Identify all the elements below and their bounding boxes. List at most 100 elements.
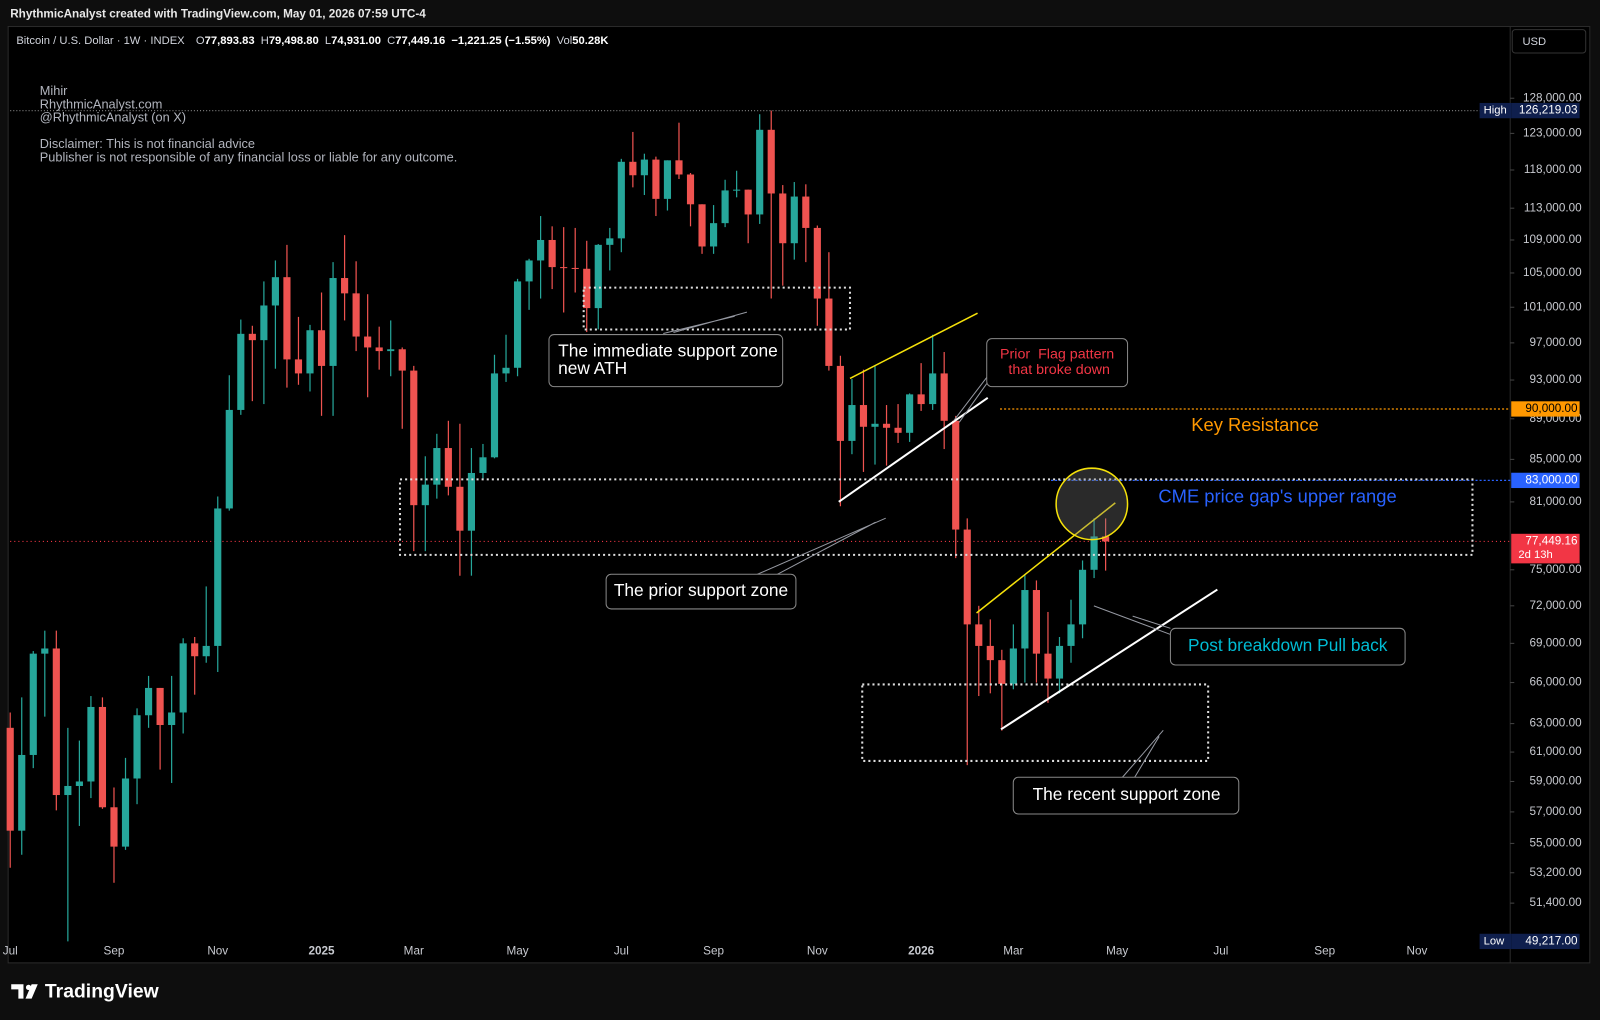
annotation-label: CME price gap's upper range (1158, 486, 1396, 507)
price-label: 90,000.00 (1525, 402, 1578, 415)
candle-body (698, 204, 706, 247)
x-tick-label: Jul (3, 945, 18, 958)
currency-button[interactable] (1511, 29, 1587, 54)
candle-body (64, 785, 72, 796)
candle-body (548, 239, 556, 268)
candle-body (629, 161, 637, 176)
price-label-box (1511, 472, 1580, 489)
chart-frame (7, 26, 1591, 964)
ohlc-summary: O 77,893.83 H 79,498.80 L 74,931.00 C 77,449.16… (196, 35, 609, 47)
y-tick-label: 105,000.00 (1523, 266, 1582, 279)
summary-key: L (325, 35, 331, 47)
candle-body (594, 244, 602, 309)
x-tick-label: Sep (703, 945, 724, 958)
summary-key: Vol (557, 35, 573, 47)
watermark-line: Publisher is not responsible of any fina… (40, 149, 458, 164)
candle-body (271, 277, 279, 306)
candle-body (433, 448, 441, 485)
candle-body (513, 281, 522, 368)
candle-body (917, 394, 925, 405)
candle-body (364, 336, 372, 348)
currency[interactable]: USD (1522, 36, 1546, 48)
candle-body (1021, 590, 1029, 649)
candle-body (583, 268, 591, 309)
candle-body (733, 189, 741, 191)
brand: TradingView (11, 981, 160, 1003)
x-tick-label: 2025 (308, 945, 335, 958)
candle-body (179, 643, 187, 713)
summary-value: 50.28K (572, 35, 608, 47)
candle-body (387, 349, 395, 352)
annotation-label: Key Resistance (1191, 414, 1319, 435)
candle-body (675, 160, 683, 175)
candle-body (191, 643, 199, 657)
x-tick-label: May (1106, 945, 1128, 958)
x-tick-label: Nov (207, 945, 228, 958)
candle-body (145, 687, 153, 716)
candle-body (444, 448, 452, 487)
watermark-line: @RhythmicAnalyst (on X) (40, 110, 186, 125)
candle-body (156, 687, 164, 726)
candle-body (168, 712, 176, 726)
y-tick-label: 61,000.00 (1529, 745, 1582, 758)
y-tick-label: 51,400.00 (1529, 896, 1582, 909)
candle-body (329, 278, 337, 366)
candle-body (721, 190, 729, 224)
candle-body (975, 624, 983, 646)
summary-value: −1,221.25 (−1.55%) (451, 35, 550, 47)
candle-body (52, 648, 60, 796)
callout-pointer (1122, 729, 1164, 778)
candle-body (963, 529, 971, 625)
x-tick-label: Sep (104, 945, 125, 958)
candle-body (29, 653, 37, 755)
candle-body (790, 196, 798, 244)
y-tick-label: 55,000.00 (1529, 837, 1582, 850)
candle-body (502, 367, 510, 374)
candle-body (848, 405, 856, 441)
x-tick-label: Mar (404, 945, 424, 958)
price-label-box (1511, 933, 1580, 950)
trend-line (849, 312, 978, 380)
y-tick-label: 63,000.00 (1529, 717, 1582, 730)
callout-pointer (663, 311, 748, 335)
y-tick-label: 85,000.00 (1529, 452, 1582, 465)
symbol-title: Bitcoin / U.S. Dollar · 1W · INDEX (16, 35, 185, 47)
candle-body (283, 277, 291, 360)
candle-body (871, 423, 879, 427)
callout-text: Prior Flag pattern (1000, 347, 1114, 363)
candle-body (479, 457, 487, 473)
trend-line (838, 396, 989, 503)
price-label: 83,000.00 (1525, 473, 1578, 486)
candle-body (202, 645, 210, 657)
candle-body (940, 373, 948, 421)
brand-name: TradingView (45, 981, 160, 1003)
candle-body (248, 333, 256, 341)
summary-value: 74,931.00 (331, 35, 381, 47)
summary-key: O (196, 35, 205, 47)
candle-body (398, 349, 406, 371)
candle-body (41, 648, 49, 654)
zone-box (582, 286, 852, 331)
callout-box (986, 338, 1129, 388)
candle-body (467, 472, 475, 531)
candle-body (421, 484, 429, 506)
y-tick-label: 93,000.00 (1529, 373, 1582, 386)
candle-body (986, 645, 994, 661)
price-label-box (1511, 401, 1580, 417)
price-label: 126,219.03 (1519, 104, 1578, 117)
callout-text: Post breakdown Pull back (1188, 635, 1388, 655)
callout-box (548, 334, 784, 388)
candle-body (1067, 624, 1075, 646)
candle-body (18, 754, 26, 831)
candle-body (225, 409, 233, 509)
price-label-tag (1479, 102, 1512, 119)
candle-body (214, 508, 222, 646)
candle-body (1009, 648, 1017, 684)
candle-body (525, 260, 533, 282)
candle-body (260, 305, 268, 341)
candle-body (606, 238, 614, 245)
candle-body (882, 423, 891, 428)
candle-body (1055, 645, 1064, 679)
zone-box (861, 683, 1210, 762)
